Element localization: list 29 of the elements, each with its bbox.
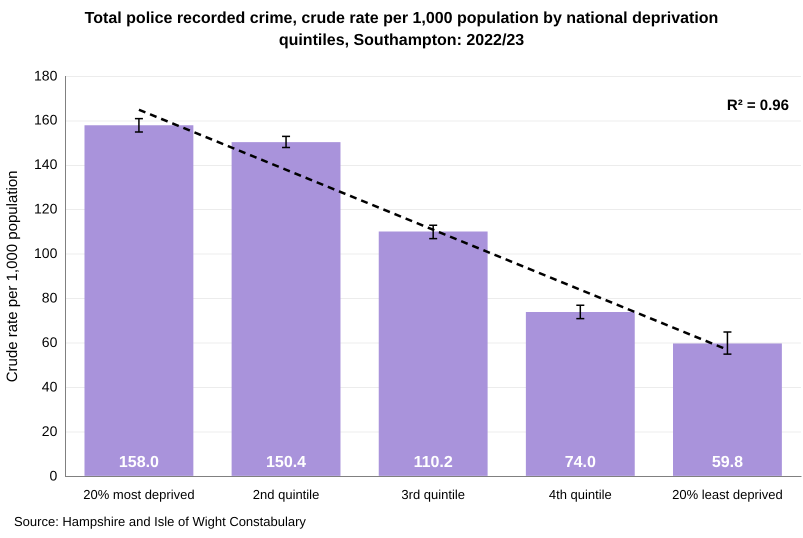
x-tick-label: 20% least deprived: [672, 486, 783, 502]
bar: [673, 344, 782, 476]
data-label: 59.8: [712, 454, 744, 471]
x-tick-label: 20% most deprived: [83, 486, 195, 502]
y-tick-label: 80: [42, 289, 58, 306]
bar: [526, 312, 635, 476]
y-tick-label: 120: [34, 200, 58, 217]
y-tick-label: 180: [34, 67, 58, 84]
x-tick-label: 4th quintile: [548, 486, 612, 502]
y-tick-label: 40: [42, 378, 58, 394]
source-note: Source: Hampshire and Isle of Wight Constabulary: [14, 514, 306, 529]
x-tick-label: 2nd quintile: [252, 486, 320, 502]
bar: [232, 142, 340, 476]
bar: [84, 125, 194, 476]
data-label: 74.0: [564, 454, 596, 471]
y-axis-title: Crude rate per 1,000 population: [4, 170, 22, 382]
y-tick-label: 160: [34, 112, 58, 128]
y-tick-label: 140: [34, 156, 58, 172]
y-tick-label: 20: [42, 422, 58, 439]
bar: [378, 232, 488, 476]
data-label: 158.0: [118, 454, 160, 471]
x-tick-label: 3rd quintile: [401, 486, 465, 502]
y-tick-label: 100: [34, 245, 58, 262]
chart-title: Total police recorded crime, crude rate per 1,000 population by national deprivation quintiles, Southampton: 2022/23: [84, 9, 720, 51]
y-tick-label: 60: [42, 334, 58, 350]
annotation: R² = 0.96: [726, 97, 789, 114]
y-tick-label: 0: [50, 467, 58, 484]
data-label: 150.4: [266, 454, 306, 471]
data-label: 110.2: [414, 454, 453, 471]
